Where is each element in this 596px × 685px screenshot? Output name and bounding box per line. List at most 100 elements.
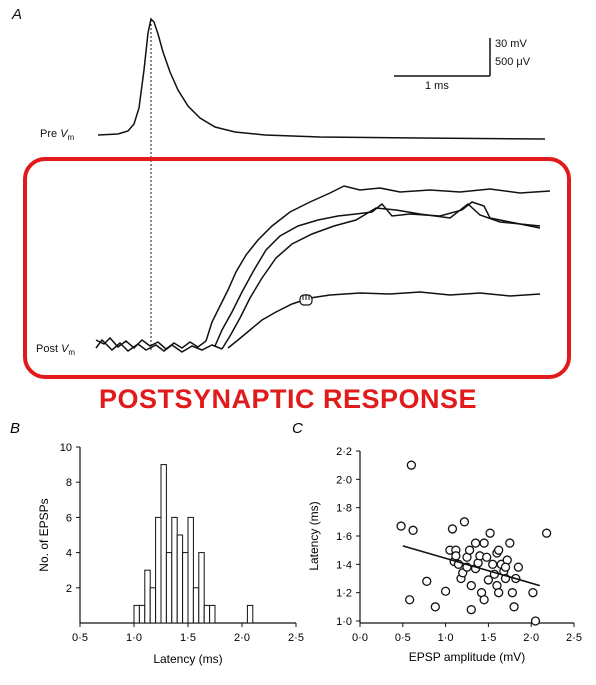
panel-c-point [507,588,518,598]
panel-b-bar [165,552,173,624]
panel-a-letter: A [12,6,23,23]
panel-c-point [509,602,519,612]
panel-b-bar [192,587,200,624]
panel-c-point [470,538,481,548]
panel-c-point [541,528,552,538]
post-label-sub: m [68,348,76,358]
panel-c-point [513,562,524,572]
panel-c-y-tick-label: 1·8 [336,503,352,515]
panel-b-bar [187,516,194,624]
panel-c-point [482,552,492,562]
panel-c-point [479,595,489,605]
panel-b-y-tick-label: 4 [66,548,72,560]
post-label-text: Post [36,343,59,355]
pre-vm-trace [97,17,546,140]
panel-c-point [466,580,476,591]
hand-grab-icon [299,294,313,306]
panel-c-y-tick-label: 1·2 [336,588,352,600]
scale-time: 1 ms [425,80,449,92]
post-vm-label: Post Vm [36,343,75,357]
panel-c-x-tick-label: 2·0 [523,632,539,644]
panel-c-x-tick-label: 1·5 [480,632,496,644]
panel-b-x-tick-label: 2·0 [234,632,250,644]
post-vm-trace-3 [221,203,541,350]
panel-c-y-tick-label: 1·0 [336,616,352,628]
panel-b-bar [209,604,216,624]
panel-c-point [494,588,504,598]
panel-b-ylabel: No. of EPSPs [37,498,51,571]
pre-label-v: V [60,128,68,140]
post-vm-baseline-2 [95,338,223,353]
panel-c-letter: C [292,420,303,437]
panel-b-y-tick-label: 2 [66,583,72,595]
panel-c-x-tick-label: 2·5 [566,632,582,644]
panel-b-bar [138,604,146,624]
panel-b-y-tick-label: 6 [66,512,72,524]
panel-c-point [430,602,440,612]
panel-c-xlabel: EPSP amplitude (mV) [409,650,526,664]
postsynaptic-highlight-box [23,157,571,379]
panel-c-point [483,575,494,585]
panel-b-bar [144,569,151,624]
scale-voltage-pre: 30 mV [495,38,527,50]
panel-c-point [408,525,418,535]
panel-b-bar [133,604,140,624]
postsynaptic-response-caption: POSTSYNAPTIC RESPONSE [98,384,478,414]
panel-b-x-tick-label: 1·5 [180,632,196,644]
post-vm-baseline [95,336,207,350]
post-label-v: V [61,343,69,355]
panel-c-point [440,586,451,596]
panel-b-bar [155,516,162,624]
panel-c-point [422,576,432,586]
panel-b-x-tick-label: 0·5 [72,632,88,644]
panel-c-y-tick-label: 2·0 [336,474,352,486]
scale-voltage-post: 500 μV [495,56,531,68]
pre-vm-label: Pre Vm [40,128,74,142]
panel-b-bar [203,604,211,624]
panel-c-point [488,559,498,569]
panel-b-bar [160,464,167,624]
panel-c-point [466,605,476,615]
panel-c-point [396,521,406,531]
panel-c-x-tick-label: 1·0 [438,632,454,644]
panel-c-ylabel: Latency (ms) [307,501,321,570]
panel-c-point [447,524,458,534]
panel-c-point [500,562,511,572]
panel-c-y-tick-label: 1·6 [336,531,352,543]
panel-c-point [404,595,415,605]
panel-c-point [406,460,417,470]
panel-c-point [505,538,515,548]
post-vm-trace-2 [214,201,541,347]
latency-histogram: B 2 4 6 8 10 0·5 1·0 1·5 2·0 2·5 Latency (ms) No. of… [10,420,304,666]
latency-vs-amplitude-scatter: C 1·0 1·2 1·4 1·6 1·8 2·0 2·2 0·0 0·5 1·0 1·5 2·0 2·5… [292,420,582,664]
panel-c-x-tick-label: 0·5 [395,632,411,644]
panel-c-point [485,528,495,538]
panel-b-bar [198,552,205,624]
panel-c-x-tick-label: 0·0 [352,632,368,644]
panel-b-x-tick-label: 2·5 [288,632,304,644]
panel-b-letter: B [10,420,20,437]
panel-b-x-tick-label: 1·0 [126,632,142,644]
post-vm-trace-1 [205,185,551,342]
panel-b-bar [149,587,157,624]
panel-c-y-tick-label: 2·2 [336,446,352,458]
panel-c-point [494,545,504,555]
panel-c-regression-line [402,545,540,587]
panel-a-traces [95,17,551,353]
panel-c-point [459,517,470,527]
pre-label-text: Pre [40,128,58,140]
panel-b-bar [182,552,189,624]
panel-c-point [530,616,541,626]
panel-b-bar [246,604,254,624]
panel-b-bar [171,516,178,624]
panel-c-point [464,545,475,555]
panel-b-y-tick-label: 10 [60,442,72,454]
panel-c-point [528,588,538,598]
panel-c-y-tick-label: 1·4 [336,559,352,571]
panel-c-point [479,538,489,548]
panel-b-xlabel: Latency (ms) [153,652,222,666]
panel-b-y-tick-label: 8 [66,477,72,489]
panel-b-bar [176,534,184,624]
panel-c-point [451,551,461,561]
pre-label-sub: m [67,133,75,143]
